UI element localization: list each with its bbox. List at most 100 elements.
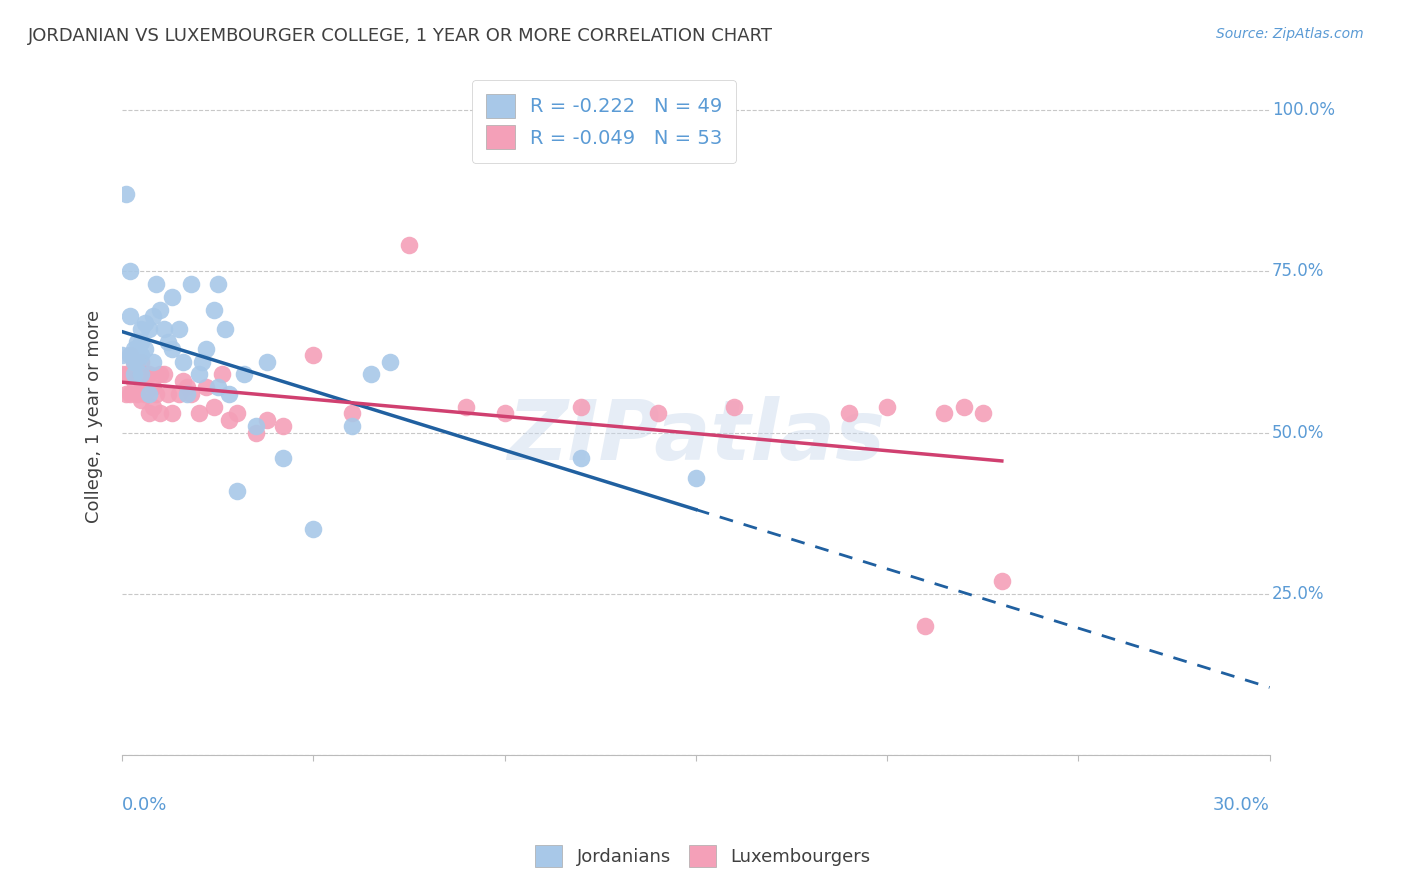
Point xyxy=(207,277,229,291)
Point xyxy=(142,380,165,394)
Point xyxy=(122,342,145,356)
Point xyxy=(156,386,179,401)
Point xyxy=(914,619,936,633)
Point xyxy=(129,374,152,388)
Point xyxy=(142,400,165,414)
Point xyxy=(647,406,669,420)
Point xyxy=(952,400,974,414)
Point xyxy=(723,400,745,414)
Point xyxy=(456,400,478,414)
Point xyxy=(129,335,152,350)
Point xyxy=(118,386,141,401)
Point xyxy=(138,322,160,336)
Point xyxy=(118,348,141,362)
Text: 75.0%: 75.0% xyxy=(1272,262,1324,280)
Point xyxy=(118,264,141,278)
Point xyxy=(156,335,179,350)
Point xyxy=(160,342,183,356)
Point xyxy=(160,406,183,420)
Point xyxy=(191,354,214,368)
Text: JORDANIAN VS LUXEMBOURGER COLLEGE, 1 YEAR OR MORE CORRELATION CHART: JORDANIAN VS LUXEMBOURGER COLLEGE, 1 YEA… xyxy=(28,27,773,45)
Text: ZIPatlas: ZIPatlas xyxy=(508,396,884,477)
Point xyxy=(129,368,152,382)
Point xyxy=(211,368,233,382)
Point xyxy=(118,310,141,324)
Point xyxy=(145,277,167,291)
Point xyxy=(134,342,156,356)
Point xyxy=(138,368,160,382)
Point xyxy=(256,412,278,426)
Point xyxy=(127,386,149,401)
Point xyxy=(111,368,134,382)
Point xyxy=(398,238,420,252)
Point xyxy=(569,400,592,414)
Point xyxy=(169,386,191,401)
Point xyxy=(122,374,145,388)
Point xyxy=(145,386,167,401)
Point xyxy=(972,406,994,420)
Point xyxy=(838,406,860,420)
Point xyxy=(991,574,1014,588)
Point xyxy=(225,406,247,420)
Point xyxy=(195,380,218,394)
Point xyxy=(340,419,363,434)
Point xyxy=(149,406,172,420)
Point xyxy=(134,316,156,330)
Point xyxy=(118,348,141,362)
Point xyxy=(176,386,198,401)
Point xyxy=(569,451,592,466)
Point xyxy=(187,368,209,382)
Point xyxy=(129,393,152,408)
Legend: Jordanians, Luxembourgers: Jordanians, Luxembourgers xyxy=(529,838,877,874)
Point xyxy=(149,302,172,317)
Point xyxy=(202,302,225,317)
Point xyxy=(202,400,225,414)
Text: 25.0%: 25.0% xyxy=(1272,585,1324,603)
Point xyxy=(378,354,401,368)
Point xyxy=(169,322,191,336)
Point xyxy=(302,522,325,536)
Point xyxy=(187,406,209,420)
Point xyxy=(127,368,149,382)
Point xyxy=(225,483,247,498)
Point xyxy=(153,322,176,336)
Point xyxy=(218,386,240,401)
Point xyxy=(129,348,152,362)
Point xyxy=(360,368,382,382)
Point xyxy=(256,354,278,368)
Point xyxy=(172,374,194,388)
Point xyxy=(142,310,165,324)
Point xyxy=(271,451,294,466)
Text: Source: ZipAtlas.com: Source: ZipAtlas.com xyxy=(1216,27,1364,41)
Point xyxy=(149,368,172,382)
Point xyxy=(685,471,707,485)
Point xyxy=(138,386,160,401)
Point xyxy=(207,380,229,394)
Point xyxy=(876,400,898,414)
Point xyxy=(115,368,138,382)
Text: 0.0%: 0.0% xyxy=(122,796,167,814)
Text: 30.0%: 30.0% xyxy=(1213,796,1270,814)
Legend: R = -0.222   N = 49, R = -0.049   N = 53: R = -0.222 N = 49, R = -0.049 N = 53 xyxy=(472,80,737,163)
Point xyxy=(180,277,202,291)
Point xyxy=(118,368,141,382)
Text: 100.0%: 100.0% xyxy=(1272,101,1334,119)
Point xyxy=(122,354,145,368)
Point xyxy=(302,348,325,362)
Point xyxy=(218,412,240,426)
Point xyxy=(340,406,363,420)
Point xyxy=(111,348,134,362)
Point xyxy=(271,419,294,434)
Point xyxy=(129,354,152,368)
Point xyxy=(172,354,194,368)
Point xyxy=(115,386,138,401)
Point xyxy=(214,322,236,336)
Point xyxy=(122,368,145,382)
Point xyxy=(180,386,202,401)
Point xyxy=(127,335,149,350)
Point xyxy=(176,380,198,394)
Point xyxy=(494,406,516,420)
Point xyxy=(115,186,138,201)
Point xyxy=(134,368,156,382)
Point xyxy=(129,322,152,336)
